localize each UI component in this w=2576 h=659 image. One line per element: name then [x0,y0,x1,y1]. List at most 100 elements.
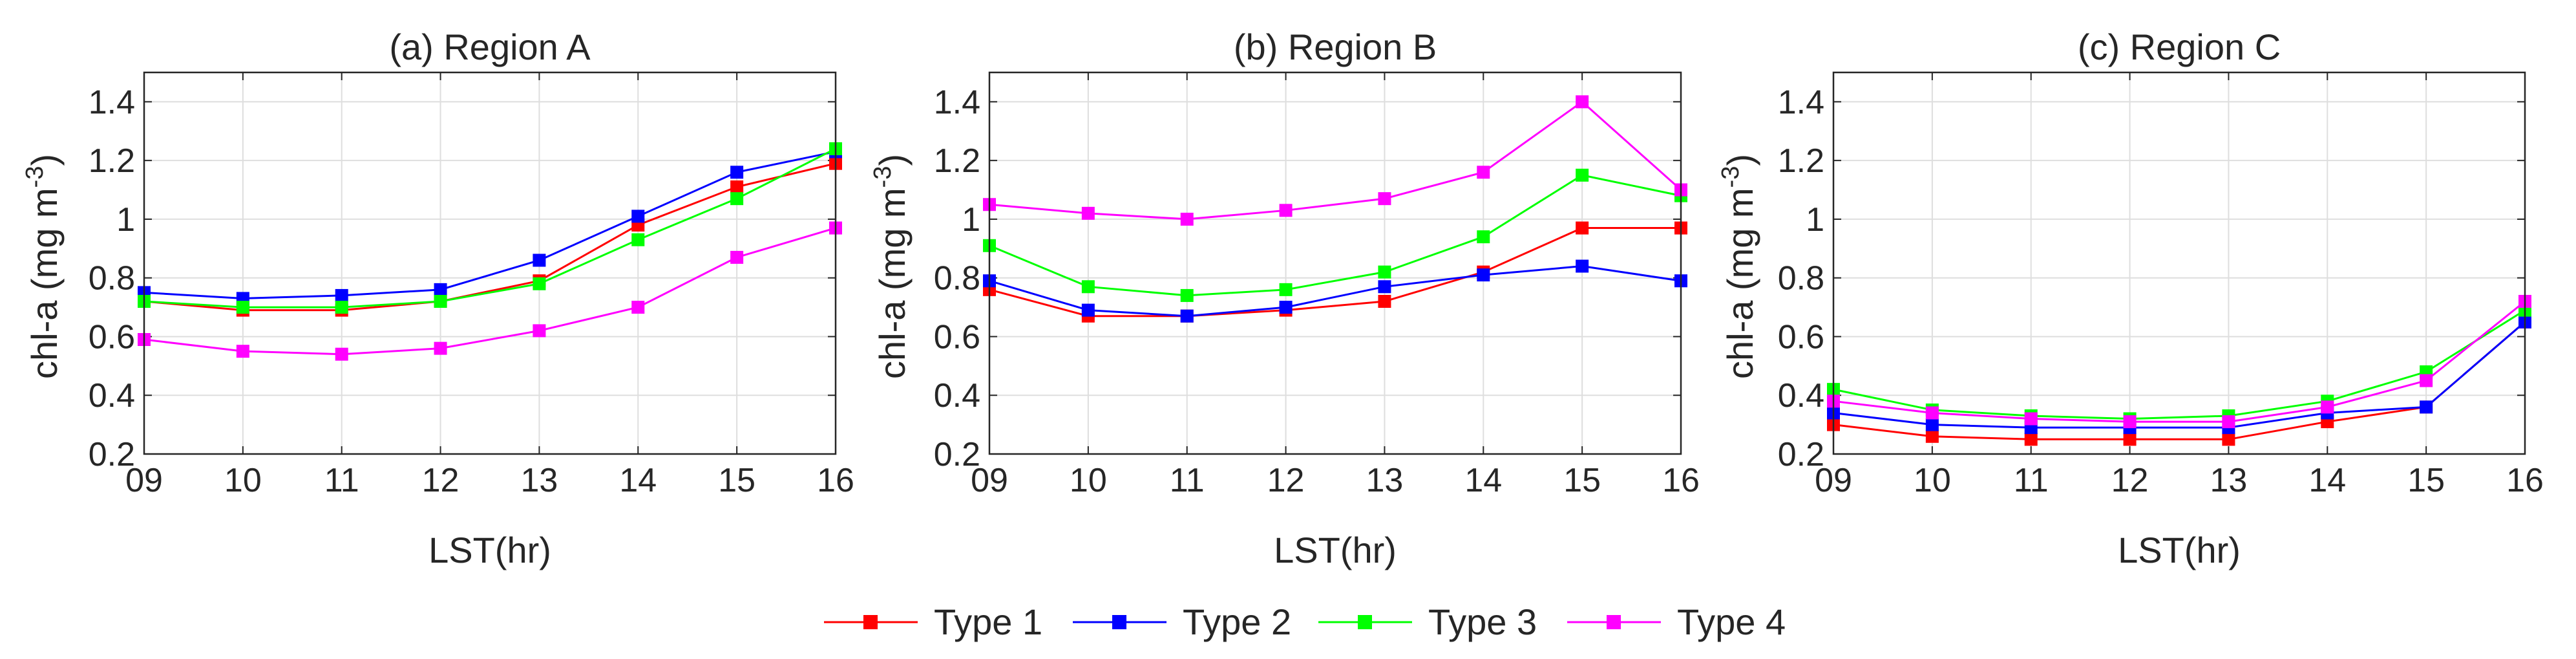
y-tick-label: 0.2 [89,436,135,473]
x-tick-label: 12 [2111,462,2149,499]
series-line-type-2 [989,265,1682,318]
x-tick-label: 14 [619,462,657,499]
legend-marker-type-1 [863,615,878,629]
x-tick-label: 12 [422,462,459,499]
chart-title: (c) Region C [2078,27,2281,67]
legend-marker-type-2 [1112,615,1126,629]
plot-area: 09 10 11 12 13 14 15 16 0.2 0.4 0.6 0.8 1 1.2 1.4 [934,71,1700,499]
plot-frame [1832,71,2526,455]
data-point-type-2 [730,166,744,179]
plot-frame [988,71,1682,455]
data-point-type-2 [1378,280,1391,294]
y-tick-label: 1.2 [89,142,135,180]
data-point-type-4 [1081,206,1095,220]
legend-marker-type-4 [1607,615,1621,629]
y-tick-label: 1.2 [1778,142,1824,180]
data-point-type-1 [1378,295,1391,308]
x-tick-label: 11 [324,462,359,499]
data-point-type-3 [533,277,546,290]
data-point-type-1 [1925,429,1939,443]
data-point-type-1 [1576,221,1589,235]
x-tick-label: 10 [1914,462,1951,499]
plot-area: 09 10 11 12 13 14 15 16 0.2 0.4 0.6 0.8 1 1.2 1.4 [1778,71,2544,499]
data-point-type-4 [1180,212,1194,226]
x-axis-label: LST(hr) [2118,530,2241,570]
y-tick-label: 0.4 [1778,377,1824,415]
series-line-type-4 [989,100,1682,221]
x-tick-label: 11 [2014,462,2049,499]
series-line-type-3 [989,174,1682,297]
data-point-type-4 [730,250,744,264]
data-point-type-2 [1925,418,1939,431]
data-point-type-2 [335,288,348,302]
plot-background [144,72,836,454]
panel-region-b: (b) Region B 09 10 11 12 13 14 15 16 0.2 0.4 0.6 0.… [869,27,1700,570]
data-point-type-3 [1477,230,1490,244]
data-point-type-2 [2420,400,2433,414]
x-axis-label: LST(hr) [1274,530,1397,570]
x-tick-label: 11 [1170,462,1205,499]
data-point-type-4 [434,341,447,355]
x-axis-label: LST(hr) [428,530,551,570]
y-tick-label: 1 [962,201,980,239]
data-point-type-4 [631,301,645,314]
series-line-type-2 [1833,321,2526,429]
plot-background [1833,72,2525,454]
x-tick-label: 15 [718,462,755,499]
y-tick-label: 0.2 [1778,436,1824,473]
data-point-type-2 [1279,301,1293,314]
data-point-type-3 [1576,168,1589,182]
data-point-type-3 [335,301,348,314]
x-tick-label: 10 [224,462,262,499]
y-tick-label: 0.8 [1778,260,1824,297]
data-point-type-3 [1081,280,1095,294]
y-tick-label: 0.6 [1778,318,1824,356]
x-tick-label: 09 [125,462,163,499]
legend-label-type-1: Type 1 [934,601,1042,642]
data-point-type-4 [2123,415,2137,429]
y-tick-label: 1.4 [1778,83,1824,121]
data-point-type-2 [533,254,546,267]
legend-marker-type-3 [1358,615,1372,629]
x-tick-label: 10 [1070,462,1107,499]
series-line-type-1 [143,162,836,312]
x-tick-label: 15 [1563,462,1601,499]
data-point-type-4 [335,347,348,361]
x-tick-label: 12 [1267,462,1305,499]
data-point-type-2 [631,210,645,223]
x-tick-label: 09 [1815,462,1852,499]
y-tick-label: 0.4 [934,377,980,415]
series-line-type-3 [143,147,836,308]
x-tick-label: 09 [971,462,1008,499]
data-point-type-1 [2222,433,2235,446]
data-point-type-2 [1576,259,1589,273]
data-point-type-1 [730,180,744,193]
x-tick-label: 16 [817,462,854,499]
data-point-type-3 [1180,288,1194,302]
legend: Type 1 Type 2 Type 3 Type 4 [824,601,1786,642]
series-line-type-1 [1833,321,2526,440]
data-point-type-3 [1378,265,1391,279]
data-point-type-3 [434,295,447,308]
x-tick-label: 14 [2308,462,2346,499]
data-point-type-3 [730,192,744,206]
y-tick-label: 1.4 [89,83,135,121]
chart-title: (a) Region A [389,27,591,67]
data-point-type-4 [236,345,249,358]
series-line-type-4 [143,227,836,356]
legend-label-type-2: Type 2 [1183,601,1291,642]
y-tick-label: 0.4 [89,377,135,415]
data-point-type-2 [1081,303,1095,317]
data-point-type-1 [2123,433,2137,446]
series-line-type-3 [1833,309,2526,420]
data-point-type-2 [434,283,447,296]
data-point-type-1 [2024,433,2038,446]
x-tick-label: 13 [2210,462,2248,499]
data-point-type-4 [1279,204,1293,217]
legend-label-type-4: Type 4 [1677,601,1786,642]
series-line-type-2 [143,151,836,299]
data-point-type-4 [1477,166,1490,179]
y-tick-label: 0.6 [89,318,135,356]
plot-background [989,72,1681,454]
data-point-type-4 [2024,412,2038,426]
